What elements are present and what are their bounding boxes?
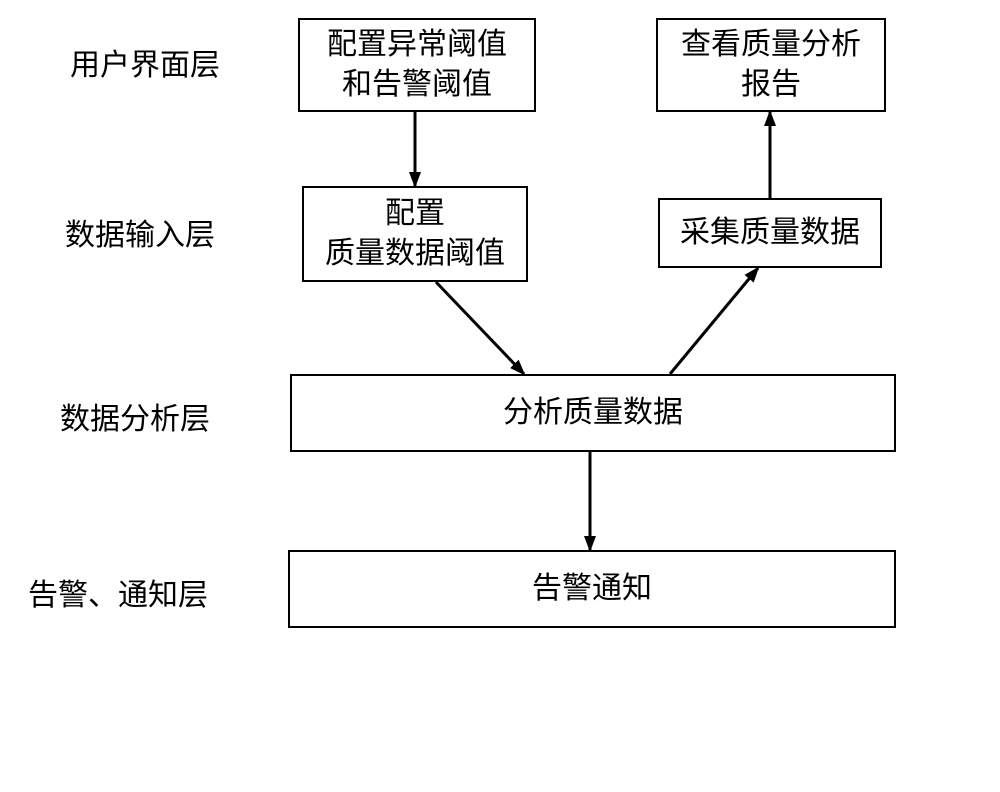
node-label: 告警通知	[532, 569, 652, 610]
layer-label-alert: 告警、通知层	[28, 578, 208, 614]
node-label: 配置异常阈值和告警阈值	[327, 25, 507, 106]
node-config-threshold: 配置异常阈值和告警阈值	[298, 18, 536, 112]
node-label: 分析质量数据	[503, 393, 683, 434]
node-analyze-quality: 分析质量数据	[290, 374, 896, 452]
node-alert-notify: 告警通知	[288, 550, 896, 628]
node-label: 配置质量数据阈值	[325, 194, 505, 275]
layer-label-analyze: 数据分析层	[60, 402, 210, 438]
layer-label-input: 数据输入层	[65, 218, 215, 254]
node-label: 采集质量数据	[680, 213, 860, 254]
node-collect-quality: 采集质量数据	[658, 198, 882, 268]
node-config-quality: 配置质量数据阈值	[302, 186, 528, 282]
node-view-report: 查看质量分析报告	[656, 18, 886, 112]
layer-label-ui: 用户界面层	[70, 48, 220, 84]
node-label: 查看质量分析报告	[681, 25, 861, 106]
